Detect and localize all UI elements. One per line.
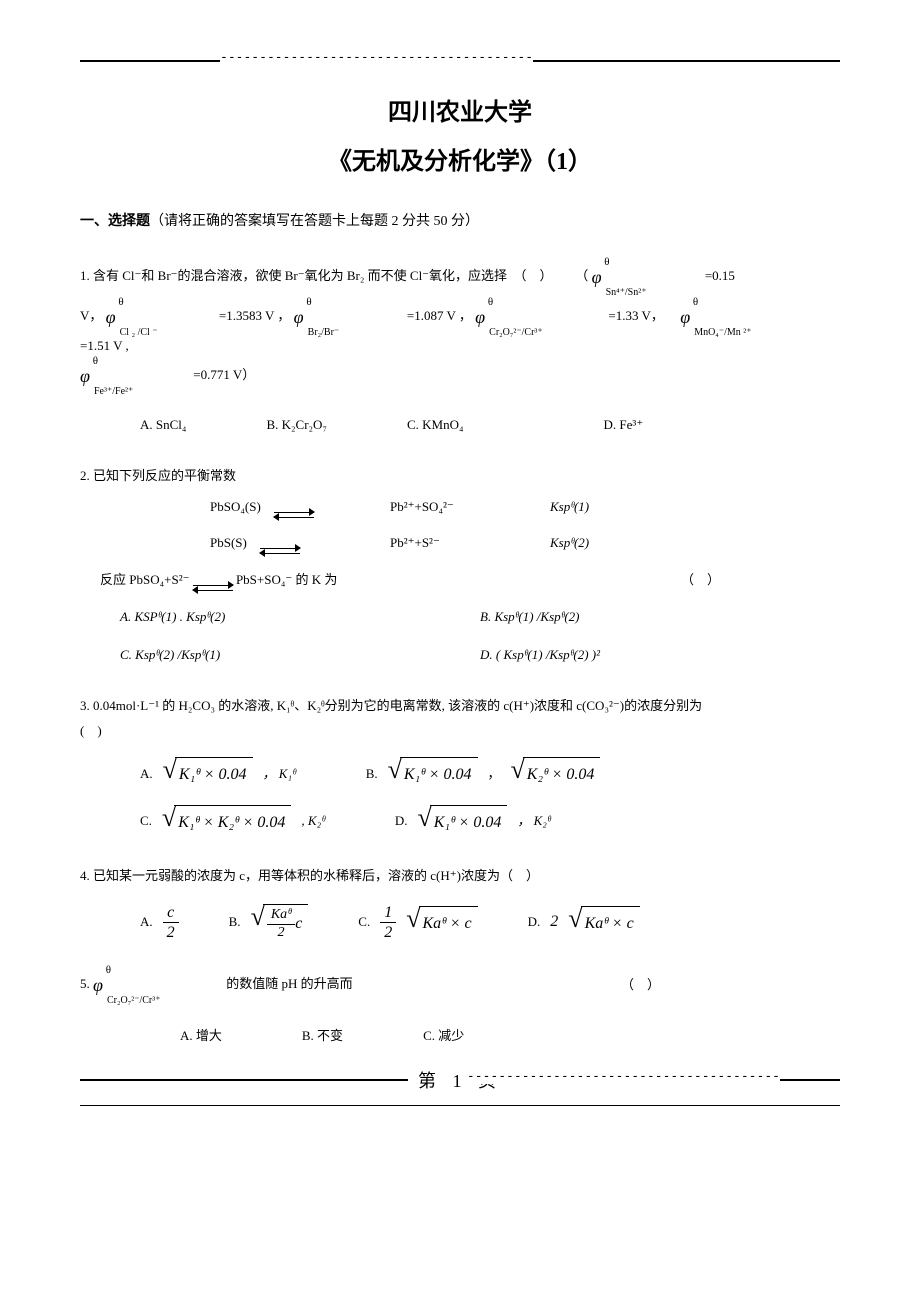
footer-dashes: ---------------------------------------- bbox=[467, 1069, 780, 1084]
q2-options: A. KSPᶿ(1) . Kspᶿ(2) B. Kspᶿ(1) /Kspᶿ(2)… bbox=[120, 605, 840, 668]
question-5: 5. φθCr₂O₇²⁻/Cr³⁺ 的数值随 pH 的升高而 （ ） A. 增大… bbox=[80, 968, 840, 1049]
top-rule bbox=[80, 60, 840, 62]
fraction: c 2 bbox=[163, 903, 179, 942]
phi-icon: φθBr₂/Br⁻ bbox=[294, 300, 304, 334]
q4-opt-a: A. c 2 bbox=[140, 903, 179, 942]
q1-stem: 1. 含有 Cl⁻和 Br⁻的混合溶液，欲使 Br⁻氧化为 Br₂ 而不使 Cl… bbox=[80, 260, 840, 294]
q1-line3: φθFe³⁺/Fe²⁺ =0.771 V） bbox=[80, 359, 840, 393]
phi-icon: φθFe³⁺/Fe²⁺ bbox=[80, 359, 90, 393]
section-note: （请将正确的答案填写在答题卡上每题 2 分共 50 分） bbox=[150, 214, 479, 229]
q1-opt-b: B. K₂Cr₂O₇ bbox=[266, 413, 327, 438]
q2-opt-a: A. KSPᶿ(1) . Kspᶿ(2) bbox=[120, 605, 480, 630]
phi-icon: φθCr₂O₇²⁻/Cr³⁺ bbox=[475, 300, 485, 334]
q4-opt-b: B. √ Kaᶿ 2 c bbox=[229, 904, 309, 942]
q4-options: A. c 2 B. √ Kaᶿ 2 c C bbox=[140, 903, 840, 942]
sqrt-icon: √Kaᶿ × c bbox=[568, 906, 639, 939]
section-heading: 一、选择题（请将正确的答案填写在答题卡上每题 2 分共 50 分） bbox=[80, 210, 840, 230]
q1-options: A. SnCl₄ B. K₂Cr₂O₇ C. KMnO₄ D. Fe³⁺ bbox=[140, 409, 840, 438]
q1-opt-c: C. KMnO₄ bbox=[407, 413, 464, 438]
q2-opt-d: D. ( Kspᶿ(1) /Kspᶿ(2) )² bbox=[480, 643, 840, 668]
fraction: 1 2 bbox=[380, 903, 396, 942]
fraction: Kaᶿ 2 bbox=[267, 907, 295, 942]
page-footer: 第 1 页 ----------------------------------… bbox=[80, 1079, 840, 1106]
q3-opt-a: A. √K₁ᶿ × 0.04 ， K₁ᶿ bbox=[140, 757, 296, 790]
sqrt-icon: √K₁ᶿ × 0.04 bbox=[388, 757, 478, 790]
sqrt-icon: √Kaᶿ × c bbox=[406, 906, 477, 939]
q2-eq1: PbSO₄(S) Pb²⁺+SO₄²⁻ Kspᶿ(1) bbox=[210, 495, 840, 520]
university-title: 四川农业大学 bbox=[80, 92, 840, 127]
q1-line2: V， φθCl ₂ /Cl ⁻ =1.3583 V ， φθBr₂/Br⁻ =1… bbox=[80, 300, 840, 359]
q1-opt-d: D. Fe³⁺ bbox=[604, 413, 644, 438]
phi-icon: φθSn⁴⁺/Sn²⁺ bbox=[592, 260, 602, 294]
q5-options: A. 增大 B. 不变 C. 减少 bbox=[180, 1020, 840, 1049]
q5-stem: 5. φθCr₂O₇²⁻/Cr³⁺ 的数值随 pH 的升高而 （ ） bbox=[80, 968, 840, 1002]
q2-stem: 2. 已知下列反应的平衡常数 bbox=[80, 464, 840, 489]
q4-opt-d: D. 2 √Kaᶿ × c bbox=[528, 906, 640, 939]
q2-eq2: PbS(S) Pb²⁺+S²⁻ Kspᶿ(2) bbox=[210, 531, 840, 556]
q5-opt-a: A. 增大 bbox=[180, 1024, 222, 1049]
q2-stem2: 反应 PbSO₄+S²⁻ PbS+SO₄⁻ 的 K 为 （ ） bbox=[100, 568, 840, 593]
sqrt-icon: √K₁ᶿ × K₂ᶿ × 0.04 bbox=[162, 805, 291, 838]
sqrt-icon: √K₁ᶿ × 0.04 bbox=[163, 757, 253, 790]
exam-page: 四川农业大学 《无机及分析化学》（1） 一、选择题（请将正确的答案填写在答题卡上… bbox=[0, 0, 920, 1146]
q1-opt-a: A. SnCl₄ bbox=[140, 413, 186, 438]
q3-row1: A. √K₁ᶿ × 0.04 ， K₁ᶿ B. √K₁ᶿ × 0.04 ， √K… bbox=[140, 757, 840, 790]
sqrt-icon: √K₁ᶿ × 0.04 bbox=[417, 805, 507, 838]
question-4: 4. 已知某一元弱酸的浓度为 c，用等体积的水稀释后，溶液的 c(H⁺)浓度为（… bbox=[80, 864, 840, 942]
q5-opt-c: C. 减少 bbox=[423, 1024, 464, 1049]
q3-row2: C. √K₁ᶿ × K₂ᶿ × 0.04 , K₂ᶿ D. √K₁ᶿ × 0.0… bbox=[140, 805, 840, 838]
q3-stem: 3. 0.04mol·L⁻¹ 的 H₂CO₃ 的水溶液, K₁ᶿ、K₂ᶿ分别为它… bbox=[80, 694, 840, 743]
q2-opt-b: B. Kspᶿ(1) /Kspᶿ(2) bbox=[480, 605, 840, 630]
question-2: 2. 已知下列反应的平衡常数 PbSO₄(S) Pb²⁺+SO₄²⁻ Kspᶿ(… bbox=[80, 464, 840, 668]
sqrt-icon: √K₂ᶿ × 0.04 bbox=[511, 757, 601, 790]
sqrt-icon: √ Kaᶿ 2 c bbox=[251, 904, 309, 942]
q3-opt-d: D. √K₁ᶿ × 0.04 ， K₂ᶿ bbox=[395, 805, 551, 838]
course-title: 《无机及分析化学》（1） bbox=[80, 141, 840, 176]
question-3: 3. 0.04mol·L⁻¹ 的 H₂CO₃ 的水溶液, K₁ᶿ、K₂ᶿ分别为它… bbox=[80, 694, 840, 838]
section-label: 一、选择题 bbox=[80, 214, 150, 229]
phi-icon: φθCr₂O₇²⁻/Cr³⁺ bbox=[93, 968, 103, 1002]
phi-icon: φθMnO₄⁻/Mn ²⁺ bbox=[680, 300, 690, 334]
question-1: 1. 含有 Cl⁻和 Br⁻的混合溶液，欲使 Br⁻氧化为 Br₂ 而不使 Cl… bbox=[80, 260, 840, 438]
q3-opt-b: B. √K₁ᶿ × 0.04 ， √K₂ᶿ × 0.04 bbox=[366, 757, 601, 790]
q4-opt-c: C. 1 2 √Kaᶿ × c bbox=[358, 903, 477, 942]
q4-stem: 4. 已知某一元弱酸的浓度为 c，用等体积的水稀释后，溶液的 c(H⁺)浓度为（… bbox=[80, 864, 840, 889]
q5-opt-b: B. 不变 bbox=[302, 1024, 343, 1049]
phi-icon: φθCl ₂ /Cl ⁻ bbox=[106, 300, 116, 334]
q2-opt-c: C. Kspᶿ(2) /Kspᶿ(1) bbox=[120, 643, 480, 668]
q3-opt-c: C. √K₁ᶿ × K₂ᶿ × 0.04 , K₂ᶿ bbox=[140, 805, 325, 838]
q1-text: 1. 含有 Cl⁻和 Br⁻的混合溶液，欲使 Br⁻氧化为 Br₂ 而不使 Cl… bbox=[80, 268, 553, 283]
